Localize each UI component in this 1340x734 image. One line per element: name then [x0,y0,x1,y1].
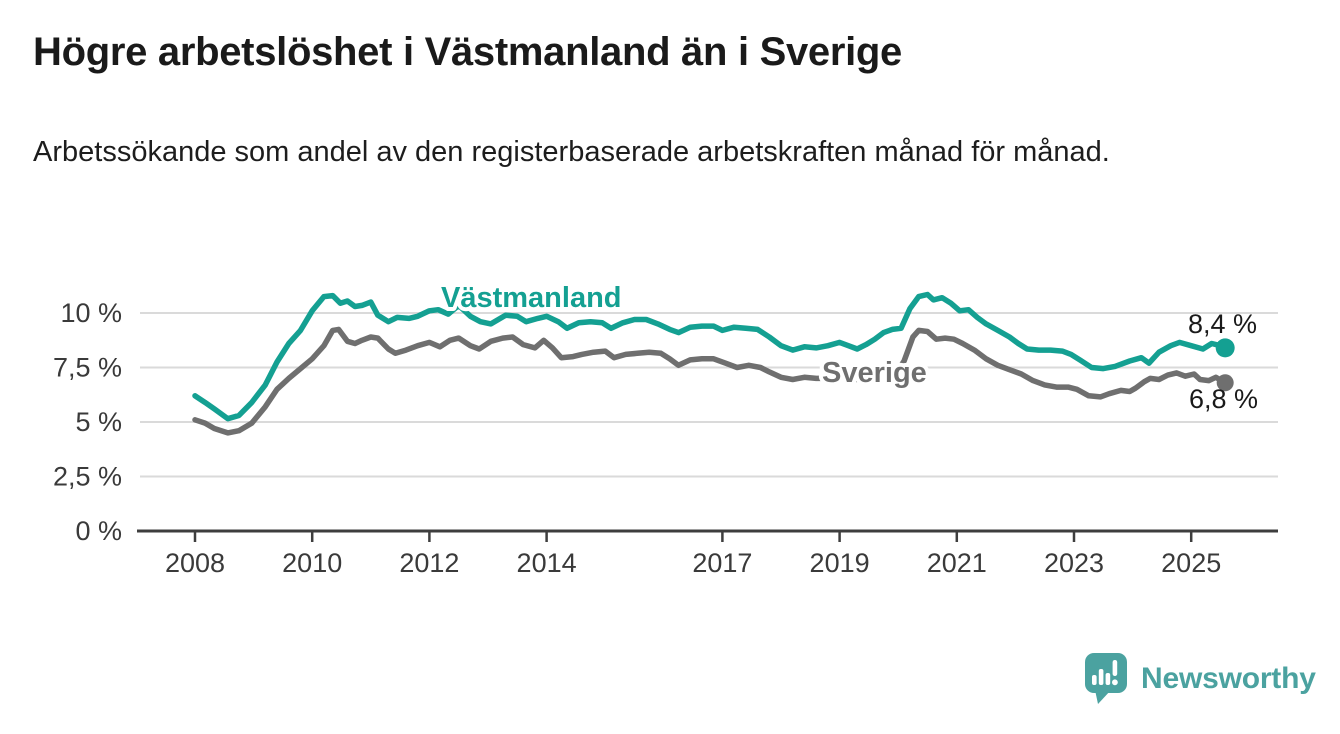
x-axis-tick-label: 2019 [810,548,870,578]
y-axis-tick-label: 0 % [75,516,122,546]
series-end-value-vastmanland: 8,4 % [1188,309,1257,339]
y-axis-tick-label: 7,5 % [53,353,122,383]
newsworthy-logo: Newsworthy [1084,653,1316,705]
series-end-value-sverige: 6,8 % [1189,384,1258,414]
x-axis-tick-label: 2008 [165,548,225,578]
bar-chart-speech-bubble-icon [1085,653,1127,704]
x-axis-tick-label: 2012 [399,548,459,578]
series-line-vastmanland [192,291,1228,422]
page-subtitle: Arbetssökande som andel av den registerb… [33,136,1110,168]
page-title: Högre arbetslöshet i Västmanland än i Sv… [33,30,903,74]
x-axis-tick-label: 2017 [692,548,752,578]
x-axis-tick-label: 2010 [282,548,342,578]
series-end-dot-vastmanland [1215,338,1235,358]
series-label-vastmanland: Västmanland [441,282,622,314]
series-label-sverige: Sverige [822,357,927,389]
series-end-dot-sverige [1216,374,1234,392]
x-axis-tick-label: 2014 [517,548,577,578]
newsworthy-logo-text: Newsworthy [1141,662,1316,695]
y-axis-tick-label: 5 % [75,407,122,437]
x-axis-tick-label: 2023 [1044,548,1104,578]
x-axis-tick-label: 2021 [927,548,987,578]
y-axis-tick-label: 2,5 % [53,462,122,492]
series-line-sverige [192,326,1228,436]
y-axis-tick-label: 10 % [60,298,122,328]
x-axis-tick-label: 2025 [1161,548,1221,578]
